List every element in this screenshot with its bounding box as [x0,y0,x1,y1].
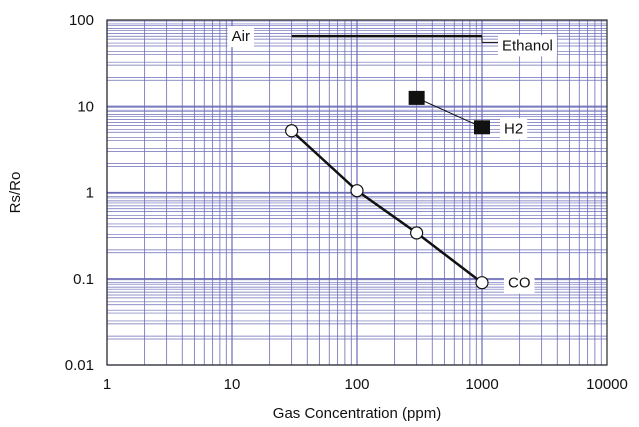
grid [106,20,607,366]
y-tick-label: 10 [77,98,94,115]
data-point-circle [285,124,299,138]
x-tick-label: 100 [344,376,369,393]
series-labels: Air Ethanol H2 CO [227,26,557,294]
label-air-background [227,26,254,48]
data-point-circle [350,184,364,198]
plot-frame [106,19,608,366]
series-co [285,124,489,290]
y-tick-label: 100 [69,12,94,29]
data-point-circle [410,226,424,240]
x-tick-label: 10 [224,376,241,393]
x-axis-title: Gas Concentration (ppm) [273,405,441,422]
y-axis-ticks: 100 10 1 0.1 0.01 [65,12,94,374]
label-ethanol-background [498,35,557,57]
x-axis-ticks: 1 10 100 1000 10000 [103,376,628,393]
series-h2 [408,90,490,135]
x-tick-label: 1 [103,376,111,393]
data-point-square [474,120,490,135]
y-tick-label: 0.01 [65,357,94,374]
x-tick-label: 10000 [586,376,628,393]
data-point-square [408,90,425,105]
series-line [416,97,483,128]
series-label-co: CO [508,275,531,292]
series-line [290,129,483,284]
series-label-ethanol: Ethanol [502,37,553,54]
series-layer [285,34,498,290]
y-tick-label: 0.1 [73,271,94,288]
label-co-background [504,272,535,294]
series-label-air: Air [232,28,250,45]
y-axis-title: Rs/Ro [7,172,24,214]
label-h2-background [500,118,528,140]
x-tick-label: 1000 [465,376,498,393]
y-tick-label: 1 [86,185,94,202]
data-point-circle [475,276,489,290]
series-label-h2: H2 [504,120,523,137]
